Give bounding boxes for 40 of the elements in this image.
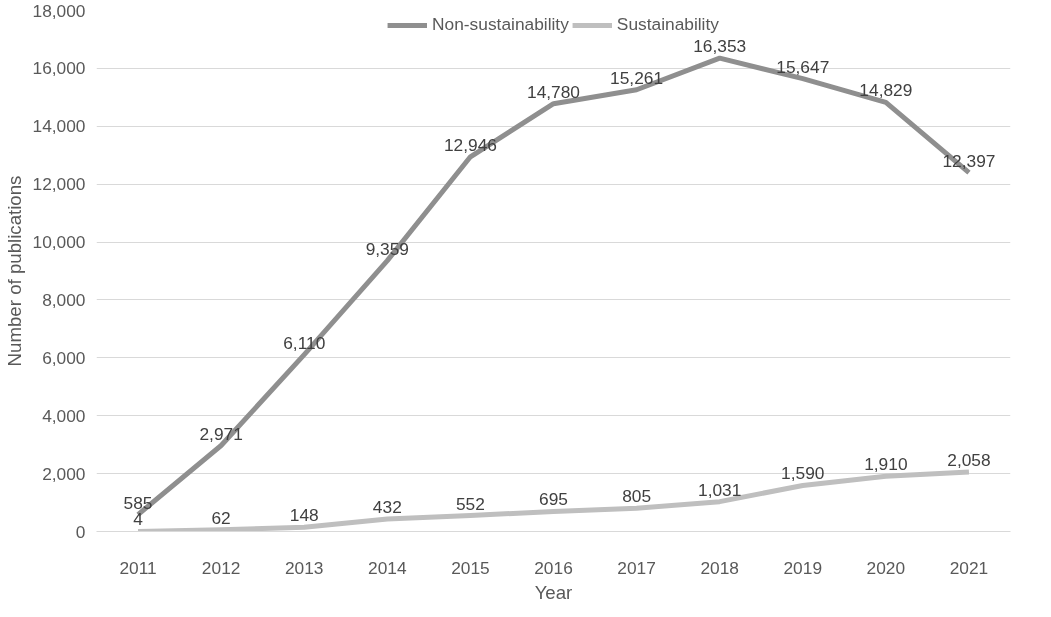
data-label: 62 bbox=[211, 507, 231, 528]
y-tick-label: 10,000 bbox=[32, 232, 86, 253]
y-tick-label: 2,000 bbox=[42, 463, 86, 484]
x-tick-label: 2016 bbox=[534, 557, 573, 578]
data-label: 432 bbox=[372, 497, 402, 517]
data-label: 14,829 bbox=[859, 80, 913, 101]
x-axis-title: Year bbox=[534, 581, 573, 603]
x-tick-label: 2011 bbox=[119, 557, 157, 578]
data-label: 148 bbox=[289, 505, 319, 526]
y-tick-label: 8,000 bbox=[42, 289, 86, 310]
x-tick-label: 2013 bbox=[284, 557, 324, 578]
data-label: 695 bbox=[539, 489, 568, 510]
data-label: 1,590 bbox=[781, 463, 825, 484]
x-tick-label: 2015 bbox=[451, 557, 490, 578]
x-tick-label: 2019 bbox=[783, 557, 823, 578]
y-tick-label: 0 bbox=[75, 521, 86, 542]
y-tick-label: 14,000 bbox=[32, 116, 86, 137]
data-label: 1,910 bbox=[864, 454, 908, 475]
y-tick-label: 6,000 bbox=[42, 347, 86, 368]
y-axis-title: Number of publications bbox=[3, 175, 25, 367]
y-tick-label: 12,000 bbox=[32, 174, 86, 195]
y-tick-label: 16,000 bbox=[32, 58, 86, 79]
data-label: 14,780 bbox=[527, 81, 580, 102]
data-label: 1,031 bbox=[698, 479, 742, 500]
data-label: 16,353 bbox=[693, 36, 747, 57]
y-tick-label: 18,000 bbox=[32, 0, 86, 21]
x-tick-label: 2012 bbox=[201, 557, 241, 578]
x-tick-label: 2021 bbox=[949, 557, 989, 578]
x-tick-label: 2020 bbox=[866, 557, 906, 578]
x-tick-label: 2018 bbox=[700, 557, 739, 578]
x-tick-label: 2014 bbox=[368, 557, 407, 578]
data-label: 15,647 bbox=[776, 56, 830, 77]
legend-label: Non-sustainability bbox=[432, 14, 569, 35]
y-tick-label: 4,000 bbox=[42, 405, 86, 426]
data-label: 15,261 bbox=[610, 67, 664, 88]
data-label: 2,058 bbox=[947, 449, 991, 470]
x-tick-label: 2017 bbox=[617, 557, 656, 578]
data-label: 552 bbox=[455, 493, 485, 514]
legend-label: Sustainability bbox=[616, 14, 719, 35]
data-label: 805 bbox=[622, 486, 652, 507]
